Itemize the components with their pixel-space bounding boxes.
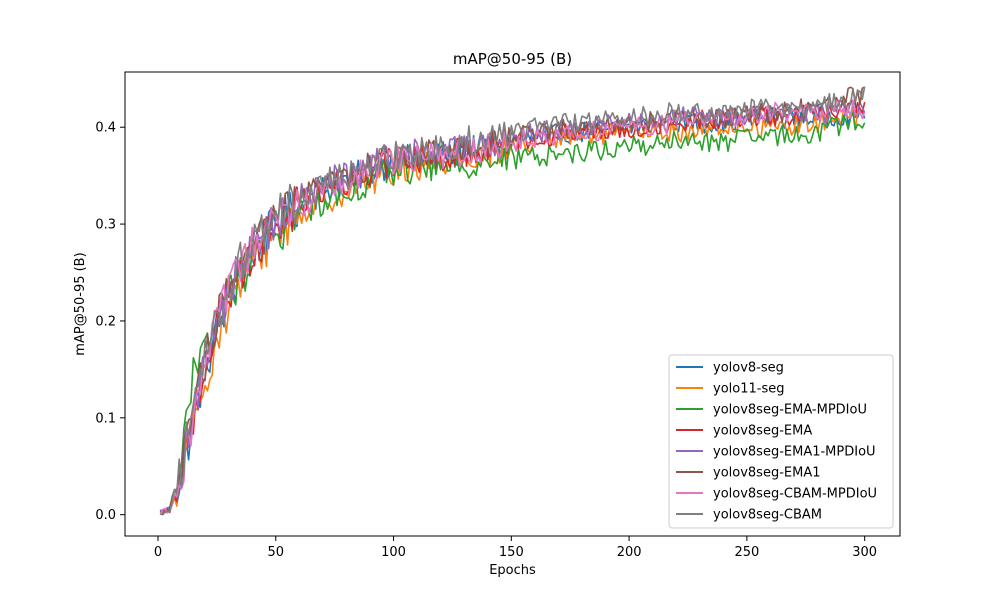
y-tick-label: 0.0 bbox=[95, 508, 116, 523]
plot-frame bbox=[124, 71, 901, 537]
x-tick-label: 250 bbox=[734, 545, 759, 560]
series-lines bbox=[159, 86, 866, 516]
legend-items: yolov8-seg yolo11-seg yolov8seg-EMA-MPDIoU… bbox=[676, 361, 877, 523]
legend-label: yolov8seg-EMA1-MPDIoU bbox=[713, 445, 876, 460]
x-axis-label: Epochs bbox=[489, 563, 536, 578]
legend-label: yolov8seg-EMA-MPDIoU bbox=[713, 403, 867, 418]
series-line-yolov8seg-cbam bbox=[160, 86, 866, 516]
legend-label: yolov8seg-CBAM bbox=[713, 508, 822, 523]
x-tick-label: 300 bbox=[852, 545, 877, 560]
y-tick-label: 0.4 bbox=[95, 121, 116, 136]
legend-label: yolov8seg-CBAM-MPDIoU bbox=[713, 487, 877, 502]
x-tick-label: 200 bbox=[617, 545, 642, 560]
legend-label: yolov8seg-EMA1 bbox=[713, 466, 821, 481]
y-axis-ticks: 0.0 0.1 0.2 0.3 0.4 bbox=[95, 121, 125, 523]
y-axis-label: mAP@50-95 (B) bbox=[73, 252, 88, 355]
y-tick-label: 0.3 bbox=[95, 218, 116, 233]
x-tick-label: 0 bbox=[154, 545, 162, 560]
legend-box bbox=[668, 354, 894, 529]
legend-label: yolov8-seg bbox=[713, 361, 784, 376]
chart-title: mAP@50-95 (B) bbox=[453, 50, 572, 68]
x-tick-label: 100 bbox=[381, 545, 406, 560]
legend-label: yolo11-seg bbox=[713, 382, 784, 397]
y-tick-label: 0.2 bbox=[95, 314, 116, 329]
x-axis-ticks: 0 50 100 150 200 250 300 bbox=[154, 536, 877, 560]
legend-label: yolov8seg-EMA bbox=[713, 424, 812, 439]
series-line-yolov8seg-ema-mpdiou bbox=[160, 111, 866, 513]
legend: yolov8-seg yolo11-seg yolov8seg-EMA-MPDIoU… bbox=[668, 354, 894, 529]
y-tick-label: 0.1 bbox=[95, 411, 116, 426]
x-tick-label: 50 bbox=[267, 545, 284, 560]
series-line-yolov8seg-cbam-mpdiou bbox=[159, 100, 866, 516]
x-tick-label: 150 bbox=[499, 545, 524, 560]
plot-area: 0 50 100 150 200 250 300 0.0 0.1 0.2 0.3 0.4 bbox=[95, 71, 901, 560]
